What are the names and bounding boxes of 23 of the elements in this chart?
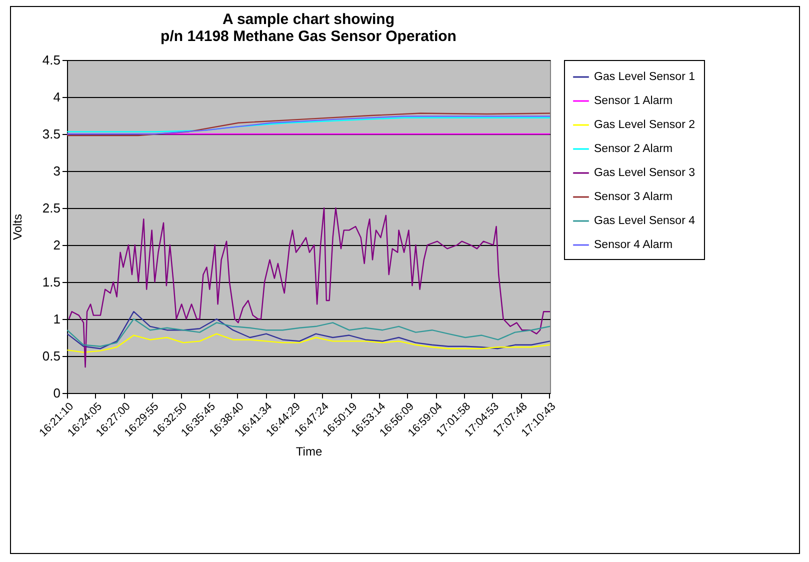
y-tick-label: 4.5: [42, 52, 60, 68]
y-tick-label: 2: [53, 238, 60, 252]
y-tick-label: 0.5: [42, 348, 60, 364]
legend-label: Sensor 1 Alarm: [594, 95, 673, 107]
y-tick-label: 4: [53, 90, 60, 104]
y-tick-label: 1.5: [42, 274, 60, 290]
line-series: [67, 333, 550, 353]
y-tick-label: 3: [53, 164, 60, 178]
legend-label: Gas Level Sensor 3: [594, 167, 696, 179]
legend-label: Sensor 3 Alarm: [594, 191, 673, 203]
y-tick-label: 1: [53, 312, 60, 326]
y-axis-title: Volts: [10, 214, 24, 240]
legend-label: Gas Level Sensor 1: [594, 71, 696, 83]
x-axis-title: Time: [296, 444, 322, 459]
y-tick-label: 3.5: [42, 126, 60, 142]
text: p/n 14198 Methane Gas Sensor Operation: [160, 28, 456, 45]
legend-label: Gas Level Sensor 4: [594, 215, 696, 227]
text: A sample chart showing: [222, 11, 394, 28]
y-tick-label: 0: [53, 386, 60, 400]
y-tick-label: 2.5: [42, 200, 60, 216]
legend-label: Sensor 4 Alarm: [594, 239, 673, 251]
legend-label: Sensor 2 Alarm: [594, 143, 673, 155]
legend-label: Gas Level Sensor 2: [594, 119, 696, 131]
